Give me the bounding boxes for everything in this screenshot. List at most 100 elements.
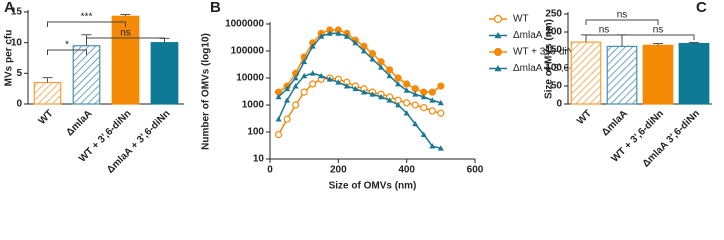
marker [386,72,393,79]
error-bar [42,77,53,83]
marker [360,48,367,54]
marker [437,99,444,106]
marker [275,116,282,122]
legend-marker [493,47,503,57]
significance-bracket [47,21,126,27]
significance-label: * [65,40,69,51]
marker [395,102,402,108]
significance-label: ns [617,10,628,21]
marker [411,101,419,109]
marker [318,72,325,79]
marker [437,145,444,151]
marker [343,83,350,89]
marker [360,89,367,95]
x-axis-label: Size of OMVs (nm) [329,181,417,192]
marker [420,104,428,112]
marker [386,97,393,103]
y-tick-label: 0 [556,99,562,110]
y-axis-label: Number of OMVs (log10) [201,33,212,150]
marker [352,39,359,46]
y-tick-label: 10000 [236,73,264,84]
marker [403,80,411,88]
marker [378,64,385,70]
significance-label: ns [599,25,610,36]
legend-label: ΔmlaA + 3',6-diNn [513,63,593,74]
legend-label: ΔmlaA [513,30,543,41]
y-tick-label: 5 [16,68,22,79]
marker [309,70,316,76]
marker [326,76,333,82]
y-tick-label: 0 [16,99,22,110]
bar [111,15,140,105]
x-tick-label: ΔmlaA [600,108,630,138]
marker [429,143,436,149]
marker [369,56,376,62]
y-axis-label: Size of MVs (nm) [544,19,555,99]
y-tick-label: 100 [545,63,562,74]
significance-bracket [86,37,165,43]
legend-marker [494,32,502,39]
marker [377,58,385,66]
significance-bracket [585,34,623,40]
series-line [277,72,442,149]
y-tick-label: 100 [247,127,264,138]
series-line [278,32,442,104]
marker [429,97,436,103]
x-tick-label: 200 [330,165,347,176]
marker [385,66,394,74]
marker [412,91,419,97]
x-tick-label: WT [575,108,594,127]
legend-marker [493,14,503,24]
y-tick-label: 50 [551,81,563,92]
significance-bracket [621,34,695,40]
legend-label: WT + 3',6-diN [513,47,574,58]
marker [292,83,299,89]
marker [395,80,402,87]
legend-label: WT [513,14,529,25]
marker [284,85,291,92]
significance-label: ns [120,28,131,39]
marker [335,30,342,36]
significance-label: ns [653,25,664,36]
bar [150,42,179,105]
panel-label: B [210,0,221,16]
bar [570,41,602,105]
x-tick-label: WT [37,108,56,127]
x-tick-label: 600 [467,165,484,176]
marker [437,109,445,117]
x-tick-label: 0 [267,165,273,176]
y-tick-label: 1000000 [225,19,264,30]
significance-label: *** [81,12,93,23]
y-tick-label: 150 [545,45,562,56]
marker [412,120,419,127]
significance-bracket [47,49,87,55]
panel-label: C [696,0,707,16]
y-tick-label: 100000 [231,46,265,57]
marker [335,79,342,85]
y-tick-label: 250 [545,9,562,20]
marker [309,43,316,49]
marker [403,99,411,107]
legend-marker [494,65,502,72]
marker [318,33,325,39]
marker [411,85,419,93]
significance-bracket [585,19,659,25]
marker [292,101,300,109]
marker [301,72,308,79]
marker [420,93,427,100]
marker [309,80,317,88]
marker [274,131,283,139]
marker [403,110,410,116]
x-tick-label: 400 [398,165,415,176]
marker [275,93,282,100]
marker [368,50,377,58]
marker [428,107,436,115]
bar [642,44,674,105]
marker [300,88,308,96]
marker [378,93,385,100]
y-tick-label: 10 [253,154,265,165]
marker [394,74,402,82]
y-tick-label: 10 [11,37,23,48]
y-tick-label: 1000 [242,100,265,111]
